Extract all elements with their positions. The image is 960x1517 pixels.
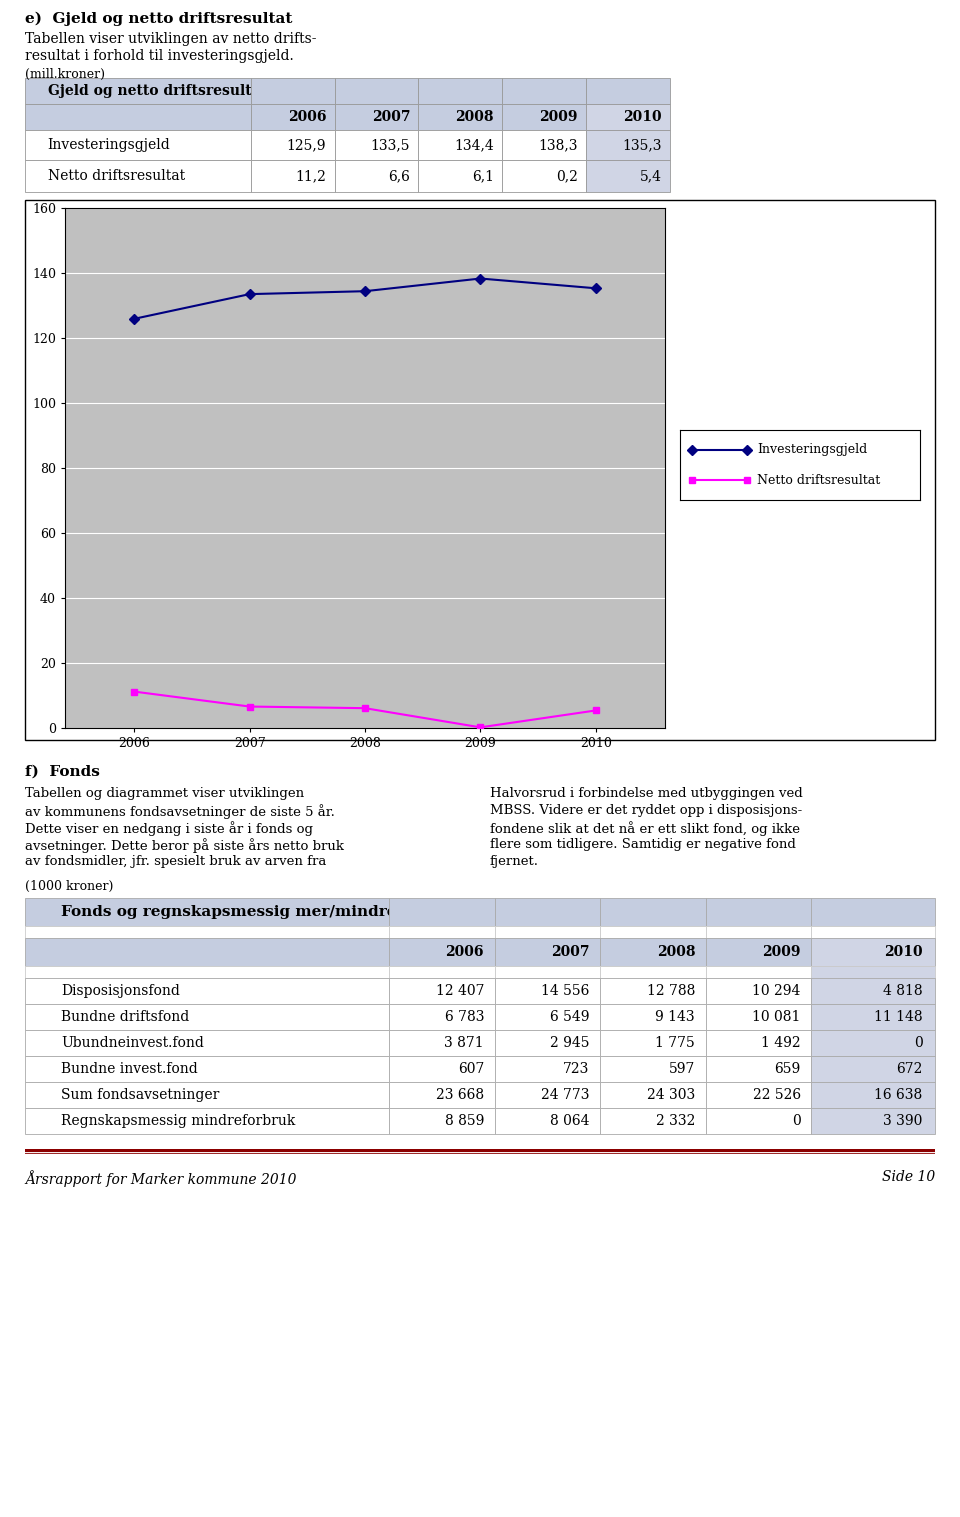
Text: (1000 kroner): (1000 kroner)	[25, 880, 113, 894]
Text: Årsrapport for Marker kommune 2010: Årsrapport for Marker kommune 2010	[25, 1170, 297, 1186]
Text: Side 10: Side 10	[881, 1170, 935, 1183]
Text: flere som tidligere. Samtidig er negative fond: flere som tidligere. Samtidig er negativ…	[490, 837, 796, 851]
Text: MBSS. Videre er det ryddet opp i disposisjons-: MBSS. Videre er det ryddet opp i disposi…	[490, 804, 803, 818]
Text: Halvorsrud i forbindelse med utbyggingen ved: Halvorsrud i forbindelse med utbyggingen…	[490, 787, 803, 799]
Text: resultat i forhold til investeringsgjeld.: resultat i forhold til investeringsgjeld…	[25, 49, 294, 64]
Text: fjernet.: fjernet.	[490, 856, 539, 868]
Text: av fondsmidler, jfr. spesielt bruk av arven fra: av fondsmidler, jfr. spesielt bruk av ar…	[25, 856, 326, 868]
Text: Tabellen viser utviklingen av netto drifts-: Tabellen viser utviklingen av netto drif…	[25, 32, 317, 46]
Text: av kommunens fondsavsetninger de siste 5 år.: av kommunens fondsavsetninger de siste 5…	[25, 804, 335, 819]
Text: fondene slik at det nå er ett slikt fond, og ikke: fondene slik at det nå er ett slikt fond…	[490, 821, 800, 836]
Text: (mill.kroner): (mill.kroner)	[25, 68, 105, 80]
Text: Dette viser en nedgang i siste år i fonds og: Dette viser en nedgang i siste år i fond…	[25, 821, 313, 836]
Text: f)  Fonds: f) Fonds	[25, 765, 100, 780]
Text: e)  Gjeld og netto driftsresultat: e) Gjeld og netto driftsresultat	[25, 12, 293, 26]
Text: Netto driftsresultat: Netto driftsresultat	[756, 473, 880, 487]
Text: Investeringsgjeld: Investeringsgjeld	[756, 443, 867, 457]
Text: Tabellen og diagrammet viser utviklingen: Tabellen og diagrammet viser utviklingen	[25, 787, 304, 799]
Text: avsetninger. Dette beror på siste års netto bruk: avsetninger. Dette beror på siste års ne…	[25, 837, 344, 853]
